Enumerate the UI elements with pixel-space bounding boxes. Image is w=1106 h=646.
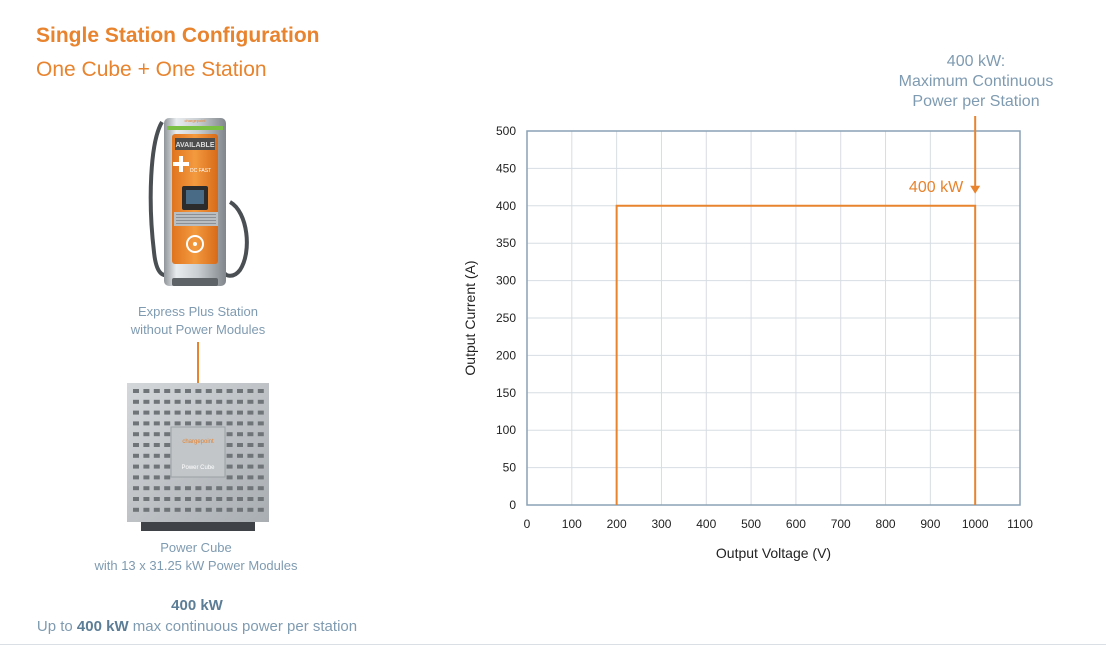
- y-tick-label: 200: [496, 348, 516, 362]
- summary-power: 400 kW: [171, 597, 223, 614]
- x-tick-label: 700: [831, 517, 851, 531]
- summary-bold: 400 kW: [76, 618, 129, 635]
- x-tick-label: 800: [876, 517, 896, 531]
- y-tick-label: 500: [496, 124, 516, 138]
- annotation-arrow-head: [970, 185, 981, 194]
- station-caption-line1: Express Plus Station: [138, 304, 258, 319]
- x-axis-label: Output Voltage (V): [716, 545, 831, 561]
- cube-brand-text: chargepoint: [182, 439, 214, 445]
- summary-suffix: max continuous power per station: [128, 618, 358, 635]
- x-tick-label: 400: [696, 517, 716, 531]
- y-tick-label: 50: [503, 461, 517, 475]
- x-tick-label: 0: [524, 517, 531, 531]
- station-dc-text: DC FAST: [190, 168, 211, 174]
- x-tick-label: 100: [562, 517, 582, 531]
- x-tick-label: 500: [741, 517, 761, 531]
- y-tick-label: 450: [496, 161, 516, 175]
- y-tick-label: 150: [496, 386, 516, 400]
- annotation-line2: Maximum Continuous: [898, 73, 1054, 90]
- x-tick-label: 300: [651, 517, 671, 531]
- footer-divider: [0, 644, 1106, 645]
- annotation-line3: Power per Station: [912, 93, 1040, 110]
- power-cube-illustration: chargepoint Power Cube: [127, 383, 269, 531]
- plot-frame: [526, 130, 1021, 506]
- x-tick-label: 1000: [962, 517, 989, 531]
- x-tick-label: 1100: [1007, 517, 1033, 531]
- station-illustration: AVAILABLE chargepoint DC FAST: [148, 118, 249, 286]
- x-tick-label: 200: [607, 517, 627, 531]
- station-brand-text: chargepoint: [185, 118, 207, 123]
- series-line: [615, 204, 977, 505]
- x-tick-label: 600: [786, 517, 806, 531]
- summary-prefix: Up to: [36, 618, 77, 635]
- y-tick-label: 400: [496, 199, 516, 213]
- cube-caption-line2: with 13 x 31.25 kW Power Modules: [94, 558, 298, 573]
- cube-label-text: Power Cube: [181, 465, 215, 471]
- x-tick-label: 900: [920, 517, 940, 531]
- max-power-annotation: 400 kW: Maximum Continuous Power per Sta…: [876, 52, 1076, 112]
- y-tick-label: 250: [496, 311, 516, 325]
- page-subtitle: One Cube + One Station: [36, 58, 267, 81]
- y-tick-label: 350: [496, 236, 516, 250]
- cube-caption: Power Cube with 13 x 31.25 kW Power Modu…: [76, 539, 316, 575]
- station-caption-line2: without Power Modules: [130, 322, 266, 337]
- y-tick-label: 300: [496, 274, 516, 288]
- annotation-line1: 400 kW:: [946, 53, 1006, 70]
- station-screen-text: AVAILABLE: [175, 142, 214, 149]
- cube-caption-line1: Power Cube: [160, 540, 232, 555]
- station-cube-connector: [197, 342, 199, 384]
- summary-line: Up to 400 kW max continuous power per st…: [16, 618, 378, 635]
- y-tick-label: 0: [509, 498, 516, 512]
- peak-power-label: 400 kW: [909, 179, 964, 196]
- y-axis-label: Output Current (A): [462, 260, 478, 375]
- station-caption: Express Plus Station without Power Modul…: [98, 303, 298, 339]
- page-title: Single Station Configuration: [36, 24, 320, 47]
- y-tick-label: 100: [496, 423, 516, 437]
